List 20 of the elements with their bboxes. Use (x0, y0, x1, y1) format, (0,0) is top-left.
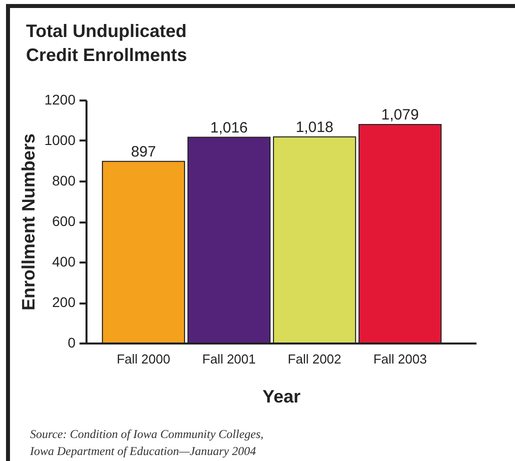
y-tick-label: 200 (52, 294, 76, 310)
y-tick-label: 600 (52, 213, 76, 229)
y-tick-label: 1000 (44, 132, 76, 148)
y-tick-label: 1200 (44, 92, 76, 108)
x-axis-title: Year (262, 386, 301, 406)
x-tick-label: Fall 2002 (288, 352, 342, 366)
data-label: 1,016 (210, 119, 248, 136)
x-tick-label: Fall 2003 (373, 352, 427, 366)
y-tick-label: 400 (52, 254, 76, 270)
x-tick-label: Fall 2000 (116, 352, 170, 366)
x-tick-label: Fall 2001 (202, 352, 256, 366)
y-tick-label: 0 (68, 334, 76, 350)
y-tick-label: 800 (52, 172, 76, 188)
text: Iowa Department of Education—January 2004 (30, 443, 257, 460)
chart-title: Total Unduplicated Credit Enrollments (26, 21, 188, 65)
y-axis-title: Enrollment Numbers (18, 133, 38, 311)
data-label: 897 (130, 143, 156, 160)
data-label: 1,018 (296, 118, 334, 136)
data-label: 1,079 (381, 106, 419, 124)
source-note: Source: Condition of Iowa Community Colleges, (30, 426, 264, 443)
